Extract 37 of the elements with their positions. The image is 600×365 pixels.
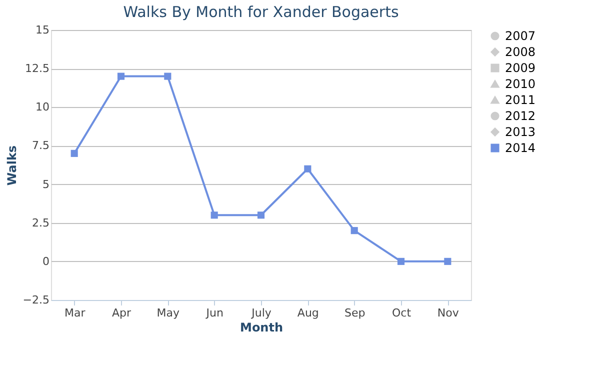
y-tick-label: 15 — [36, 24, 50, 36]
x-tick-label: Sep — [344, 306, 366, 320]
legend-label: 2008 — [505, 45, 536, 59]
legend-label: 2010 — [505, 77, 536, 91]
legend-label: 2007 — [505, 29, 536, 43]
legend-label: 2012 — [505, 109, 536, 123]
x-tick-label: Oct — [392, 306, 412, 320]
point — [444, 258, 452, 265]
x-axis-title: Month — [240, 320, 284, 334]
y-tick-label: 12.5 — [25, 62, 50, 76]
x-tick-label: July — [250, 306, 272, 320]
y-tick-label: 5 — [42, 178, 50, 191]
legend-label: 2011 — [505, 93, 536, 107]
x-tick-label: Nov — [437, 306, 460, 320]
x-tick-label: Jun — [205, 306, 224, 320]
chart-title: Walks By Month for Xander Bogaerts — [123, 3, 399, 21]
point — [70, 150, 78, 157]
x-tick-label: May — [156, 306, 180, 320]
point — [164, 72, 172, 80]
x-tick-label: Aug — [297, 306, 319, 320]
point — [117, 72, 125, 80]
point — [397, 258, 405, 265]
y-axis-title: Walks — [4, 145, 19, 186]
x-tick-label: Mar — [64, 306, 86, 320]
legend-label: 2014 — [505, 141, 536, 155]
y-tick-label: 10 — [36, 100, 50, 114]
point — [350, 227, 358, 234]
y-tick-label: 7.5 — [32, 139, 50, 152]
point — [304, 165, 312, 172]
y-tick-label: 2.5 — [32, 216, 50, 230]
y-tick-label: 0 — [42, 254, 50, 268]
legend-label: 2009 — [505, 61, 536, 75]
point — [210, 212, 218, 219]
legend-label: 2013 — [505, 125, 536, 139]
x-tick-label: Apr — [112, 306, 132, 320]
point — [257, 212, 265, 219]
y-tick-label: −2.5 — [22, 294, 50, 306]
